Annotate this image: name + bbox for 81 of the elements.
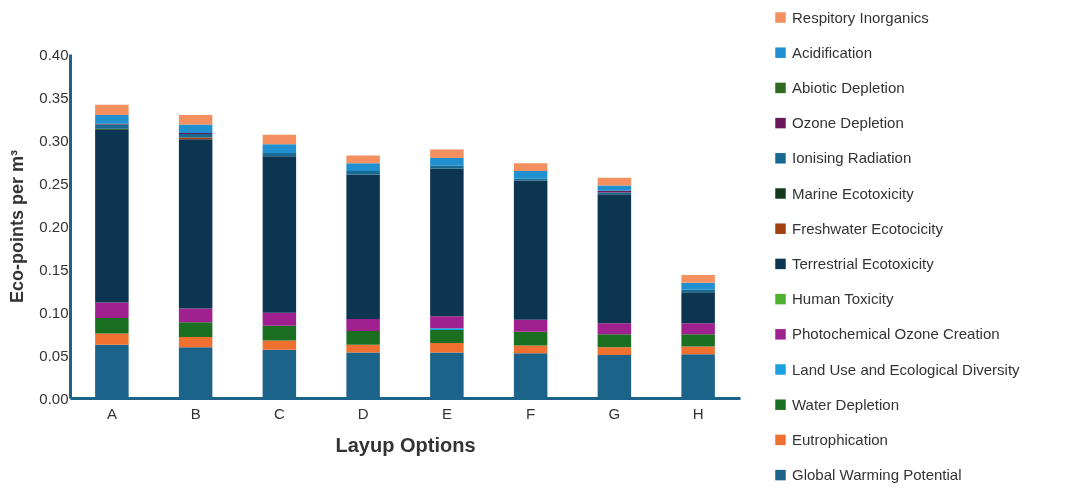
y-tick-label: 0.05 bbox=[39, 346, 69, 364]
bar bbox=[262, 144, 297, 153]
legend-label: Abiotic Depletion bbox=[792, 78, 905, 96]
legend-label: Freshwater Ecotocicity bbox=[792, 219, 944, 237]
bar bbox=[681, 323, 715, 335]
legend-label: Ionising Radiation bbox=[792, 149, 912, 167]
bar bbox=[681, 282, 715, 290]
bar bbox=[178, 115, 213, 125]
legend-label: Land Use and Ecological Diversity bbox=[792, 360, 1021, 378]
legend-label: Ozone Depletion bbox=[792, 114, 904, 132]
bar bbox=[681, 275, 715, 283]
bar bbox=[95, 333, 129, 345]
bar bbox=[430, 330, 464, 343]
bar bbox=[513, 163, 548, 171]
bar bbox=[262, 340, 297, 350]
y-axis-title: Eco-points per m³ bbox=[7, 149, 28, 304]
bar bbox=[262, 134, 297, 145]
bar bbox=[597, 347, 632, 355]
y-tick-label: 0.10 bbox=[39, 303, 69, 321]
bar bbox=[346, 330, 380, 345]
x-tick-label: G bbox=[608, 404, 621, 422]
bar bbox=[597, 194, 632, 324]
legend-label: Global Warming Potential bbox=[792, 466, 962, 484]
x-axis-title: Layup Options bbox=[335, 433, 476, 456]
y-tick-label: 0.35 bbox=[39, 88, 69, 106]
x-tick-label: F bbox=[526, 404, 536, 422]
bar bbox=[262, 156, 297, 313]
x-tick-label: H bbox=[692, 404, 704, 422]
legend-label: Water Depletion bbox=[792, 395, 899, 413]
x-tick-label: E bbox=[441, 404, 452, 422]
bar bbox=[430, 316, 464, 329]
bar bbox=[346, 318, 380, 331]
x-tick-label: B bbox=[190, 404, 201, 422]
x-tick-label: D bbox=[357, 404, 369, 422]
bar bbox=[430, 168, 464, 317]
y-tick-label: 0.20 bbox=[39, 217, 69, 235]
legend-label: Eutrophication bbox=[792, 430, 888, 448]
bar bbox=[513, 331, 548, 346]
bar bbox=[262, 325, 297, 341]
legend-label: Terrestrial Ecotoxicity bbox=[792, 254, 935, 272]
bar bbox=[178, 139, 213, 309]
bar bbox=[95, 115, 129, 124]
bar bbox=[95, 104, 129, 116]
bar bbox=[513, 180, 548, 320]
bar bbox=[178, 124, 213, 134]
x-tick-label: A bbox=[106, 404, 117, 422]
y-tick-label: 0.25 bbox=[39, 174, 69, 192]
bar bbox=[95, 124, 129, 129]
bar bbox=[681, 292, 715, 324]
bar bbox=[597, 185, 632, 191]
y-tick-label: 0.15 bbox=[39, 260, 69, 278]
bar bbox=[681, 334, 715, 347]
bar bbox=[346, 155, 380, 164]
bar bbox=[262, 312, 297, 326]
legend-label: Acidification bbox=[792, 43, 873, 61]
legend-label: Marine Ecotoxicity bbox=[792, 184, 915, 202]
bar bbox=[178, 308, 213, 323]
bar bbox=[430, 342, 464, 353]
bar bbox=[430, 158, 464, 166]
bar bbox=[178, 322, 213, 337]
legend-label: Respitory Inorganics bbox=[792, 8, 929, 26]
bar bbox=[95, 318, 129, 334]
y-tick-label: 0.00 bbox=[39, 389, 69, 407]
bar bbox=[597, 177, 632, 186]
bar bbox=[95, 129, 129, 303]
bar bbox=[597, 334, 632, 348]
bar bbox=[513, 170, 548, 179]
bar bbox=[346, 163, 380, 171]
bar bbox=[95, 302, 129, 319]
y-tick-label: 0.30 bbox=[39, 131, 69, 149]
bar bbox=[597, 323, 632, 335]
legend-label: Human Toxicity bbox=[792, 290, 894, 308]
bar bbox=[346, 344, 380, 353]
y-tick-label: 0.40 bbox=[39, 45, 69, 63]
bar bbox=[178, 336, 213, 348]
x-tick-label: C bbox=[273, 404, 285, 422]
bar bbox=[430, 149, 464, 159]
legend-label: Photochemical Ozone Creation bbox=[792, 325, 1000, 343]
bar bbox=[681, 346, 715, 355]
bar bbox=[513, 319, 548, 332]
bar bbox=[346, 174, 380, 319]
